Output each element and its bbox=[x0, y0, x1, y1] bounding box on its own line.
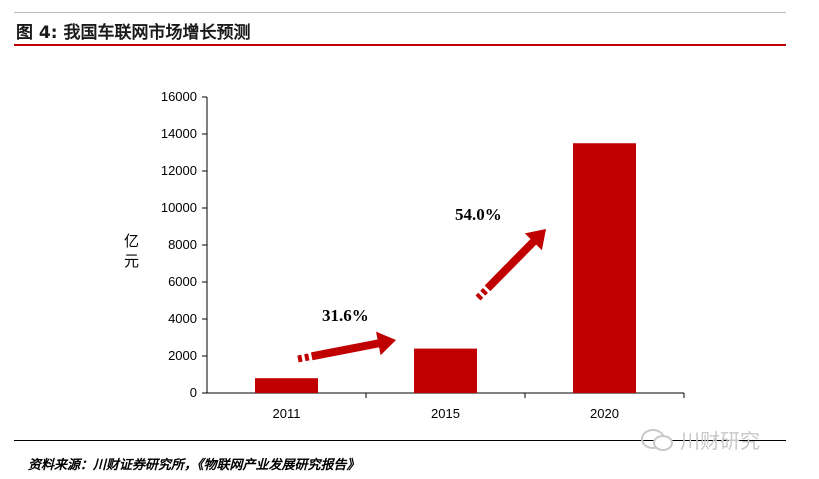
growth-label-2: 54.0% bbox=[455, 205, 502, 224]
bar bbox=[255, 378, 318, 393]
arrow-dash bbox=[304, 353, 310, 362]
arrow-dash bbox=[480, 287, 488, 296]
growth-arrows: 31.6% 54.0% bbox=[297, 205, 546, 363]
arrow-shaft bbox=[310, 337, 387, 361]
arrow-head bbox=[524, 229, 546, 251]
y-tick-label: 12000 bbox=[161, 163, 197, 178]
y-tick-label: 8000 bbox=[168, 237, 197, 252]
y-tick-label: 2000 bbox=[168, 348, 197, 363]
arrow-dash bbox=[297, 354, 303, 363]
x-tick-label: 2015 bbox=[431, 406, 460, 421]
y-tick-label: 6000 bbox=[168, 274, 197, 289]
y-tick-label: 4000 bbox=[168, 311, 197, 326]
y-axis-label-line1: 亿 bbox=[124, 232, 139, 250]
arrow-head bbox=[376, 331, 396, 356]
footer-rule bbox=[14, 440, 786, 441]
x-tick-label: 2011 bbox=[273, 406, 301, 421]
growth-label-1: 31.6% bbox=[322, 306, 369, 325]
source-note: 资料来源：川财证券研究所，《物联网产业发展研究报告》 bbox=[28, 458, 360, 473]
y-tick-label: 0 bbox=[190, 385, 197, 400]
y-axis-label-line2: 元 bbox=[124, 252, 139, 270]
growth-arrow-2 bbox=[475, 229, 546, 301]
arrow-dash bbox=[475, 292, 484, 301]
chart-bars bbox=[255, 143, 636, 393]
chart-axes: 0 2000 4000 6000 8000 10000 12000 14000 16000 201… bbox=[161, 89, 685, 421]
header-top-rule bbox=[14, 12, 786, 13]
growth-arrow-1 bbox=[297, 331, 396, 363]
y-tick-label: 14000 bbox=[161, 126, 197, 141]
y-tick-label: 10000 bbox=[161, 200, 197, 215]
arrow-shaft bbox=[484, 233, 542, 292]
x-tick-label: 2020 bbox=[590, 406, 619, 421]
figure-title: 图 4: 我国车联网市场增长预测 bbox=[16, 23, 251, 43]
y-tick-label: 16000 bbox=[161, 89, 197, 104]
watermark: 川财研究 bbox=[640, 425, 760, 454]
bar bbox=[573, 143, 636, 393]
bar bbox=[414, 348, 477, 393]
wechat-icon bbox=[640, 428, 674, 452]
header-red-rule bbox=[14, 44, 786, 46]
figure-header: 图 4: 我国车联网市场增长预测 bbox=[14, 12, 786, 46]
watermark-text: 川财研究 bbox=[680, 429, 760, 453]
